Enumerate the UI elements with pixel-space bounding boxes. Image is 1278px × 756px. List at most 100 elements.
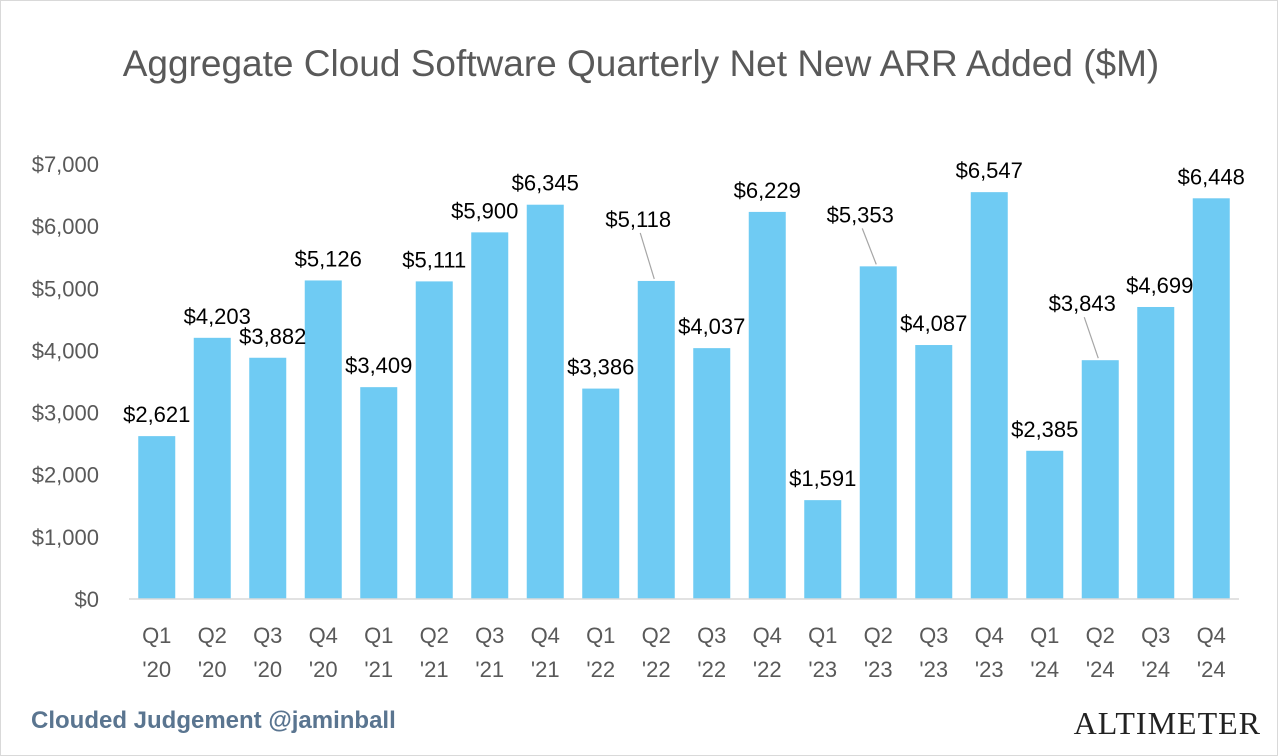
data-label: $2,385 (1011, 417, 1078, 442)
x-tick-quarter: Q4 (1197, 623, 1226, 648)
x-tick-year: '21 (531, 657, 560, 682)
data-label: $3,409 (345, 353, 412, 378)
bar (748, 211, 786, 599)
leader-line (861, 228, 877, 265)
y-tick-label: $3,000 (32, 401, 99, 426)
y-axis-labels: $0 $1,000 $2,000 $3,000 $4,000 $5,000 $6,000 $7… (32, 152, 99, 612)
x-tick-year: '21 (364, 657, 393, 682)
x-tick-quarter: Q3 (1141, 623, 1170, 648)
label-leader-lines (639, 228, 1099, 359)
x-tick-year: '23 (919, 657, 948, 682)
bar (582, 388, 620, 599)
y-tick-label: $4,000 (32, 338, 99, 363)
leader-line (639, 232, 655, 280)
data-label: $5,353 (827, 202, 894, 227)
y-tick-label: $2,000 (32, 463, 99, 488)
bar (859, 266, 897, 599)
data-labels: $2,621 $4,203$3,882 $5,126 $3,409 $5,111 $5,9… (123, 158, 1245, 491)
x-tick-quarter: Q4 (531, 623, 560, 648)
x-tick-quarter: Q2 (1086, 623, 1115, 648)
x-tick-quarter: Q1 (364, 623, 393, 648)
bar (804, 500, 842, 599)
x-tick-year: '24 (1030, 657, 1059, 682)
data-label: $3,386 (567, 355, 634, 380)
x-tick-year: '20 (309, 657, 338, 682)
x-tick-quarter: Q4 (975, 623, 1004, 648)
x-tick-quarter: Q3 (697, 623, 726, 648)
x-tick-quarter: Q4 (753, 623, 782, 648)
bars (138, 192, 1230, 600)
data-label: $6,345 (512, 171, 579, 196)
brand-logo: ALTIMETER (1073, 705, 1261, 741)
x-tick-year: '22 (642, 657, 671, 682)
x-tick-year: '20 (198, 657, 227, 682)
bar (915, 345, 953, 599)
bar (249, 357, 287, 599)
bar (1137, 306, 1175, 599)
bar (693, 348, 731, 599)
bar (415, 281, 453, 599)
data-label: $2,621 (123, 402, 190, 427)
x-tick-quarter: Q3 (919, 623, 948, 648)
x-axis-labels: Q1 '20 Q2 '20 Q3 '20 Q4 '20 Q1 '21 Q2 '21 Q3 '21 Q4 '21… (142, 623, 1226, 682)
x-tick-year: '20 (253, 657, 282, 682)
x-tick-year: '24 (1197, 657, 1226, 682)
bar (1081, 360, 1119, 599)
bar (138, 436, 176, 599)
data-label: $5,900 (451, 198, 518, 223)
data-label: $5,111 (402, 247, 466, 272)
data-label: $6,547 (956, 158, 1023, 183)
y-tick-label: $7,000 (32, 152, 99, 177)
bar (304, 280, 342, 599)
x-tick-year: '22 (753, 657, 782, 682)
data-label: $6,229 (734, 178, 801, 203)
x-tick-year: '22 (586, 657, 615, 682)
x-tick-quarter: Q2 (198, 623, 227, 648)
bar (193, 337, 231, 599)
x-tick-year: '22 (697, 657, 726, 682)
data-label: $5,126 (295, 246, 362, 271)
data-label: $4,699 (1126, 273, 1193, 298)
y-tick-label: $1,000 (32, 525, 99, 550)
x-tick-quarter: Q3 (253, 623, 282, 648)
y-tick-label: $0 (75, 587, 99, 612)
x-tick-year: '24 (1141, 657, 1170, 682)
leader-line (1083, 316, 1099, 359)
x-tick-year: '24 (1086, 657, 1115, 682)
bar (637, 280, 675, 599)
data-label: $1,591 (789, 466, 856, 491)
x-tick-quarter: Q1 (142, 623, 171, 648)
data-label: $4,087 (900, 311, 967, 336)
x-tick-year: '23 (975, 657, 1004, 682)
y-tick-label: $5,000 (32, 276, 99, 301)
x-tick-quarter: Q1 (586, 623, 615, 648)
data-label: $3,882 (239, 324, 306, 349)
data-label: $4,203 (184, 304, 251, 329)
source-credit: Clouded Judgement @jaminball (31, 707, 396, 734)
data-label: $5,118 (605, 207, 671, 232)
x-tick-quarter: Q3 (475, 623, 504, 648)
data-label: $6,448 (1178, 164, 1245, 189)
x-tick-quarter: Q2 (864, 623, 893, 648)
x-tick-quarter: Q2 (420, 623, 449, 648)
x-tick-quarter: Q1 (808, 623, 837, 648)
x-tick-year: '21 (420, 657, 449, 682)
data-label: $3,843 (1049, 291, 1116, 316)
bar (1026, 450, 1064, 599)
bar (471, 232, 509, 599)
x-tick-year: '23 (808, 657, 837, 682)
bar (970, 192, 1008, 600)
y-tick-label: $6,000 (32, 214, 99, 239)
bar (1192, 198, 1230, 599)
x-tick-quarter: Q4 (309, 623, 338, 648)
chart-title: Aggregate Cloud Software Quarterly Net N… (122, 43, 1160, 84)
x-tick-quarter: Q1 (1030, 623, 1059, 648)
data-label: $4,037 (678, 314, 745, 339)
x-tick-quarter: Q2 (642, 623, 671, 648)
x-tick-year: '23 (864, 657, 893, 682)
x-tick-year: '20 (142, 657, 171, 682)
x-tick-year: '21 (475, 657, 504, 682)
bar (360, 387, 398, 599)
